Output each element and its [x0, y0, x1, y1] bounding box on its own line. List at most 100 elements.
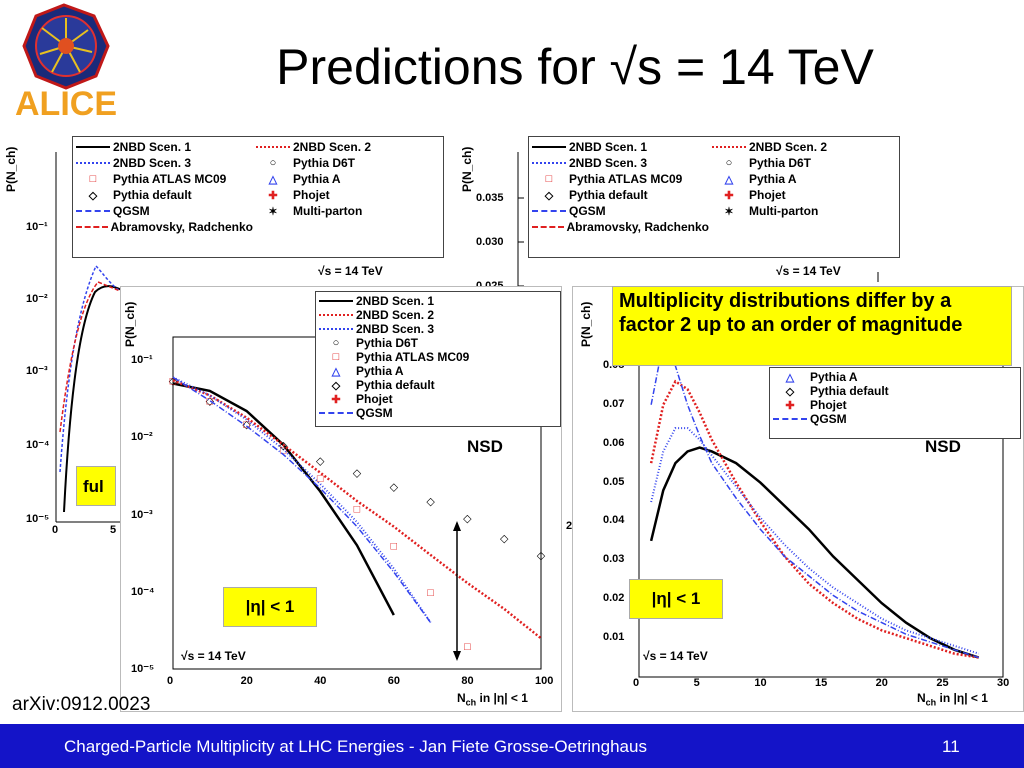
legend-line-marker [76, 162, 110, 164]
legend-row: ◇ Pythia default ✚ Phojet [73, 187, 443, 203]
footer-bar: Charged-Particle Multiplicity at LHC Ene… [0, 724, 1024, 768]
x-tick-label: 40 [314, 675, 327, 687]
front-left-plot: P(N_ch) 10⁻¹ 10⁻² 10⁻³ 10⁻⁴ 10⁻⁵ 0 20 40 60 80 10… [120, 286, 562, 712]
legend-row: QGSM [316, 406, 560, 420]
legend-label: Multi-parton [749, 204, 819, 218]
x-tick-label: 20 [240, 675, 253, 687]
legend-label: Phojet [293, 188, 330, 202]
legend-line-marker [532, 226, 564, 228]
y-tick-label: 0.04 [603, 514, 625, 527]
legend-symbol-marker: △ [268, 173, 278, 186]
legend-symbol-marker: ◇ [544, 189, 554, 202]
legend-row: ◇ Pythia default [770, 384, 1020, 398]
legend-symbol-marker: ✚ [331, 393, 341, 406]
legend-symbol-marker: ✚ [268, 189, 278, 202]
legend-row: 2NBD Scen. 3 ○ Pythia D6T [73, 155, 443, 171]
alice-logo-graphic: ALICE [15, 3, 117, 123]
back-left-axes [55, 152, 130, 523]
front-left-event-class: NSD [467, 437, 503, 456]
legend-symbol-marker: ✶ [268, 205, 278, 218]
legend-row: □ Pythia ATLAS MC09 △ Pythia A [73, 171, 443, 187]
legend-row: 2NBD Scen. 1 2NBD Scen. 2 [529, 139, 899, 155]
data-point: ◇ [316, 456, 325, 468]
legend-label: Pythia D6T [749, 156, 812, 170]
y-tick-label: 10⁻¹ [131, 354, 153, 367]
legend-row: ✚ Phojet [316, 392, 560, 406]
legend-label: Abramovsky, Radchenko [110, 220, 254, 234]
legend-line-marker [319, 314, 353, 316]
data-point: □ [280, 444, 287, 456]
legend-row: Abramovsky, Radchenko [73, 219, 443, 235]
data-point: □ [464, 641, 471, 653]
data-point: □ [317, 473, 324, 485]
legend-row: 2NBD Scen. 1 [316, 294, 560, 308]
legend-row: Abramovsky, Radchenko [529, 219, 899, 235]
back-left-ytick: 10⁻⁵ [26, 513, 50, 525]
legend-row: 2NBD Scen. 3 [316, 322, 560, 336]
legend-row: △ Pythia A [770, 370, 1020, 384]
legend-line-marker [319, 328, 353, 330]
x-tick-label: 100 [535, 675, 554, 687]
legend-row: QGSM [770, 412, 1020, 426]
alice-logo: ALICE [4, 2, 128, 123]
legend-label: Pythia ATLAS MC09 [113, 172, 227, 186]
data-point: □ [390, 540, 397, 552]
back-right-legend: 2NBD Scen. 1 2NBD Scen. 2 2NBD Scen. 3 ○ Pyt… [528, 136, 900, 258]
back-left-ytick: 10⁻² [26, 293, 48, 305]
legend-label: 2NBD Scen. 2 [749, 140, 828, 154]
back-left-legend: 2NBD Scen. 1 2NBD Scen. 2 2NBD Scen. 3 ○ Pyt… [72, 136, 444, 258]
legend-label: Pythia A [293, 172, 341, 186]
legend-row: □ Pythia ATLAS MC09 [316, 350, 560, 364]
legend-row: 2NBD Scen. 3 ○ Pythia D6T [529, 155, 899, 171]
data-point: □ [170, 375, 177, 387]
x-tick-label: 20 [875, 677, 888, 689]
legend-label: Pythia ATLAS MC09 [356, 350, 470, 364]
legend-label: Pythia D6T [356, 336, 419, 350]
data-point: ◇ [463, 513, 472, 525]
legend-label: Phojet [810, 398, 847, 412]
slide-title: Predictions for √s = 14 TeV [276, 39, 874, 95]
legend-symbol-marker: ○ [725, 157, 733, 169]
logo-text: ALICE [15, 85, 117, 122]
x-tick-label: 10 [754, 677, 767, 689]
back-left-energy: √s = 14 TeV [318, 264, 383, 278]
legend-label: Pythia default [113, 188, 192, 202]
back-left-xtick: 5 [110, 524, 117, 536]
legend-label: 2NBD Scen. 3 [113, 156, 192, 170]
legend-label: Pythia D6T [293, 156, 356, 170]
legend-label: Pythia default [569, 188, 648, 202]
legend-line-marker [712, 146, 746, 148]
front-right-xlabel: Nch in |η| < 1 [917, 691, 988, 708]
legend-symbol-marker: ◇ [88, 189, 98, 202]
legend-label: Pythia default [356, 378, 435, 392]
legend-symbol-marker: ✚ [785, 399, 795, 412]
data-point: ◇ [169, 375, 178, 387]
front-right-legend: △ Pythia A ◇ Pythia default ✚ Phojet QGSM [769, 367, 1021, 439]
series-line [172, 376, 432, 623]
legend-label: QGSM [569, 204, 606, 218]
callout-box: Multiplicity distributions differ by a f… [612, 286, 1012, 366]
data-point: □ [354, 504, 361, 516]
legend-line-marker [76, 146, 110, 148]
back-right-energy: √s = 14 TeV [776, 264, 841, 278]
front-left-xlabel: Nch in |η| < 1 [457, 691, 528, 708]
legend-label: QGSM [356, 406, 393, 420]
footer-text: Charged-Particle Multiplicity at LHC Ene… [64, 737, 647, 756]
y-tick-label: 0.02 [603, 592, 625, 605]
data-point: □ [243, 419, 250, 431]
front-left-chart: ◇◇◇◇◇◇◇◇◇◇◇□□□□□□□□□ [169, 336, 546, 670]
x-tick-label: 25 [936, 677, 949, 689]
legend-row: 2NBD Scen. 2 [316, 308, 560, 322]
legend-label: Pythia ATLAS MC09 [569, 172, 683, 186]
legend-label: Pythia A [810, 370, 858, 384]
legend-row: △ Pythia A [316, 364, 560, 378]
legend-label: QGSM [810, 412, 847, 426]
series-line [650, 427, 980, 655]
y-tick-label: 10⁻² [131, 431, 153, 444]
back-left-ytick: 10⁻³ [26, 365, 48, 377]
back-right-ytick: 0.035 [476, 192, 504, 204]
series-line [650, 340, 979, 659]
legend-label: 2NBD Scen. 1 [569, 140, 648, 154]
legend-row: ○ Pythia D6T [316, 336, 560, 350]
legend-row: QGSM ✶ Multi-parton [529, 203, 899, 219]
